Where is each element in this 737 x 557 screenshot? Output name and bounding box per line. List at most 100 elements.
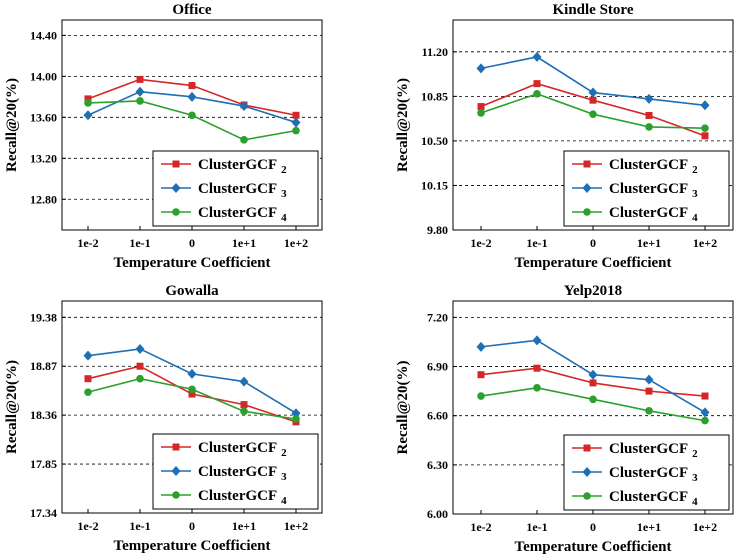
chart-panel-1: Office 12.80 13.20 13.60 14.00 14.40 1e-2 1e-1 0… <box>4 2 323 271</box>
chart-panel-4: Yelp2018 6.00 6.30 6.60 6.90 7.20 1e-2 1e-1 0 1e+… <box>395 283 734 555</box>
data-point <box>701 392 709 400</box>
legend-label: ClusterGCF 3 <box>198 181 287 200</box>
x-tick-label: 0 <box>590 520 596 534</box>
legend-swatch-marker <box>582 467 592 477</box>
series-clustergcf-3 <box>83 343 301 419</box>
data-point <box>644 374 654 385</box>
legend: ClusterGCF 2 ClusterGCF 3 ClusterGCF 4 <box>152 433 319 510</box>
legend: ClusterGCF 2 ClusterGCF 3 ClusterGCF 4 <box>563 434 730 511</box>
x-tick-label: 1e-2 <box>470 520 491 534</box>
data-point <box>83 110 93 121</box>
data-point <box>477 371 485 379</box>
legend-swatch-marker <box>583 160 591 168</box>
data-point <box>291 408 301 419</box>
series-clustergcf-3 <box>83 86 301 128</box>
x-tick-label: 1e-1 <box>129 519 150 533</box>
data-point <box>136 362 144 370</box>
data-point <box>136 374 144 383</box>
series-clustergcf-4 <box>84 97 300 144</box>
x-tick-label: 1e-1 <box>526 520 547 534</box>
chart-title: Kindle Store <box>553 2 634 18</box>
data-point <box>589 379 597 387</box>
legend-swatch-marker <box>583 444 591 452</box>
data-point <box>292 415 300 423</box>
data-point <box>645 111 653 119</box>
chart-panel-3: Gowalla 17.34 17.85 18.36 18.87 19.38 1e-2 1e-1… <box>4 283 323 554</box>
data-point <box>188 111 196 120</box>
x-tick-label: 1e-2 <box>77 519 98 533</box>
legend-swatch-marker <box>172 208 180 216</box>
data-point <box>188 390 196 398</box>
data-point <box>589 96 597 104</box>
data-point <box>188 82 196 90</box>
data-point <box>533 80 541 88</box>
legend-swatch-marker <box>583 492 591 500</box>
x-tick-label: 1e-2 <box>77 236 98 250</box>
y-tick-label: 11.20 <box>422 45 448 59</box>
series-clustergcf-4 <box>477 90 709 132</box>
series-line <box>87 348 297 414</box>
data-point <box>292 111 300 119</box>
data-point <box>239 376 249 387</box>
data-point <box>135 86 145 97</box>
y-tick-label: 6.00 <box>427 507 448 521</box>
legend-swatch-marker <box>583 208 591 216</box>
plot-frame <box>61 19 323 231</box>
data-point <box>533 364 541 372</box>
data-point <box>83 350 93 361</box>
legend-label: ClusterGCF 2 <box>198 440 287 459</box>
data-point <box>700 100 710 111</box>
x-tick-label: 1e-1 <box>526 236 547 250</box>
data-point <box>84 99 92 107</box>
y-tick-label: 18.87 <box>30 359 57 373</box>
data-point <box>476 341 486 352</box>
legend-swatch-marker <box>171 183 181 193</box>
data-point <box>701 416 709 425</box>
legend-label: ClusterGCF 4 <box>198 205 287 224</box>
data-point <box>589 395 597 404</box>
x-tick-label: 1e+1 <box>637 236 661 250</box>
y-tick-label: 14.40 <box>30 28 57 42</box>
plot-frame <box>61 300 323 514</box>
y-axis-label: Recall@20(%) <box>395 78 411 172</box>
x-tick-label: 0 <box>189 236 195 250</box>
x-axis-label: Temperature Coefficient <box>113 538 270 554</box>
y-axis-label: Recall@20(%) <box>395 361 411 455</box>
series-clustergcf-4 <box>84 374 300 423</box>
data-point <box>135 343 145 354</box>
data-point <box>84 375 92 383</box>
data-point <box>645 387 653 395</box>
series-line <box>87 100 297 141</box>
legend-swatch-marker <box>172 160 180 168</box>
chart-title: Office <box>172 2 211 18</box>
data-point <box>292 126 300 135</box>
legend-swatch-marker <box>172 443 180 451</box>
y-tick-label: 10.85 <box>421 89 448 103</box>
y-tick-label: 12.80 <box>30 192 57 206</box>
data-point <box>136 97 144 105</box>
series-line <box>87 377 297 420</box>
x-axis-label: Temperature Coefficient <box>113 255 270 271</box>
data-point <box>477 103 485 111</box>
data-point <box>84 95 92 103</box>
legend-label: ClusterGCF 2 <box>198 157 287 176</box>
legend-label: ClusterGCF 4 <box>609 489 698 508</box>
x-tick-label: 1e-2 <box>470 236 491 250</box>
legend-label: ClusterGCF 4 <box>609 205 698 224</box>
series-clustergcf-3 <box>476 51 710 111</box>
data-point <box>645 406 653 415</box>
data-point <box>187 91 197 102</box>
x-tick-label: 1e+1 <box>232 519 256 533</box>
series-clustergcf-4 <box>477 384 709 425</box>
data-point <box>700 407 710 418</box>
plot-frame <box>452 19 734 231</box>
legend: ClusterGCF 2 ClusterGCF 3 ClusterGCF 4 <box>152 150 319 227</box>
y-tick-label: 17.85 <box>30 457 57 471</box>
x-tick-label: 1e-1 <box>129 236 150 250</box>
data-point <box>532 335 542 346</box>
data-point <box>533 90 541 98</box>
legend: ClusterGCF 2 ClusterGCF 3 ClusterGCF 4 <box>563 150 730 227</box>
data-point <box>532 51 542 62</box>
chart-title: Gowalla <box>165 283 219 299</box>
